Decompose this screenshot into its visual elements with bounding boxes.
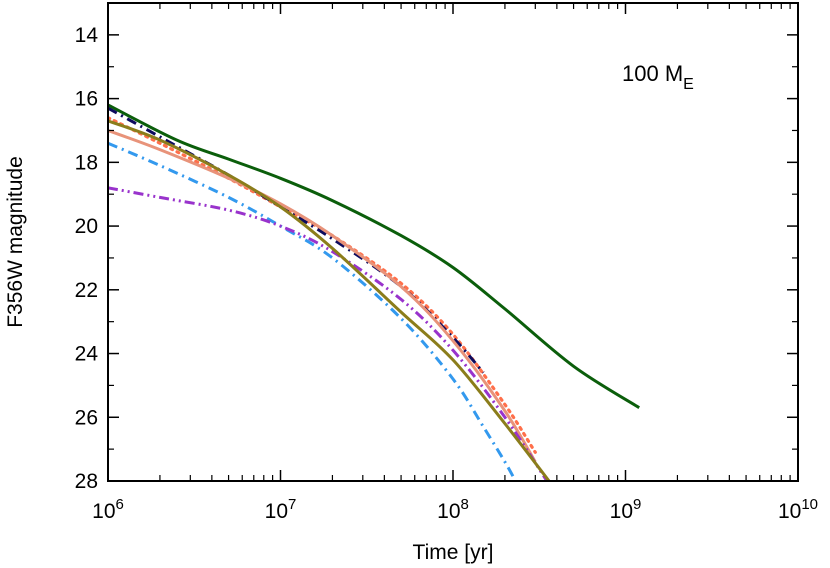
x-tick-label: 1010 [778,496,818,523]
series-line-4 [108,129,537,463]
series-line-6 [108,186,549,481]
annotation-sub: E [683,76,694,93]
x-tick-label: 108 [437,496,469,523]
y-tick-label: 16 [75,88,98,111]
x-tick-label: 109 [610,496,642,523]
x-tick-label: 107 [265,496,297,523]
plot-frame [107,2,799,482]
x-tick-base: 10 [778,500,801,523]
series-line-3 [108,106,485,374]
x-tick-exponent: 10 [801,496,818,513]
x-tick-base: 10 [437,500,460,523]
series-line-1 [108,103,640,409]
y-tick-label: 22 [75,279,98,302]
x-tick-label: 106 [92,496,124,523]
y-tick-label: 14 [75,24,99,47]
y-tick-label: 28 [75,470,98,493]
x-tick-exponent: 8 [461,496,469,513]
series-line-7 [108,119,551,481]
x-tick-exponent: 9 [633,496,641,513]
annotation-main: 100 M [622,61,683,86]
y-tick-label: 20 [75,215,98,238]
x-axis-title: Time [yr] [413,541,494,564]
x-tick-base: 10 [92,500,115,523]
y-axis-title: F356W magnitude [4,156,27,328]
y-tick-label: 18 [75,151,98,174]
series-line-2 [108,116,537,454]
series-line-5 [108,141,517,481]
x-tick-exponent: 7 [288,496,296,513]
x-tick-base: 10 [265,500,288,523]
annotation-label: 100 ME [622,61,694,93]
y-tick-label: 24 [75,343,99,366]
y-tick-label: 26 [75,406,98,429]
x-tick-exponent: 6 [116,496,124,513]
x-tick-base: 10 [610,500,633,523]
